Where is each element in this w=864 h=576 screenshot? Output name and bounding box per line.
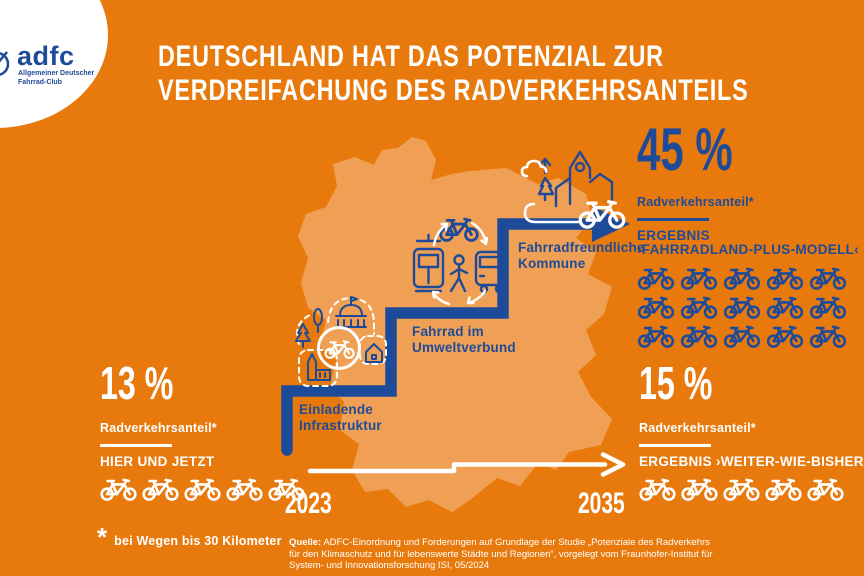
timeline-end-year: 2035 bbox=[578, 487, 625, 520]
footnote: * bei Wegen bis 30 Kilometer bbox=[97, 522, 282, 552]
bike-icon bbox=[723, 477, 760, 501]
bike-icon bbox=[184, 477, 221, 501]
bike-icon bbox=[680, 266, 718, 290]
share-value-bau: 15 % bbox=[639, 357, 713, 409]
bike-icon bbox=[324, 340, 355, 359]
share-label: Radverkehrsanteil* bbox=[100, 421, 217, 435]
divider bbox=[639, 444, 711, 447]
asterisk: * bbox=[97, 522, 108, 552]
bike-icon bbox=[637, 266, 675, 290]
bike-icon bbox=[637, 324, 675, 348]
scenario-bau-title: ERGEBNIS ›WEITER-WIE-BISHER‹ bbox=[639, 453, 864, 469]
inviting-infrastructure-icon bbox=[295, 296, 387, 387]
bike-icon bbox=[142, 477, 179, 501]
logo-org-name: Allgemeiner Deutscher Fahrrad-Club bbox=[18, 70, 95, 86]
bike-icon bbox=[809, 295, 847, 319]
divider bbox=[100, 444, 172, 447]
bike-icon bbox=[723, 295, 761, 319]
bike-icon bbox=[680, 324, 718, 348]
bike-wheel-icon bbox=[0, 51, 10, 76]
bike-icon bbox=[226, 477, 263, 501]
bike-icon bbox=[765, 477, 802, 501]
source-note: Quelle: ADFC-Einordnung und Forderungen … bbox=[289, 537, 713, 571]
share-value-now: 13 % bbox=[100, 357, 174, 409]
step-label-infrastructure: Einladende Infrastruktur bbox=[299, 402, 382, 433]
timeline-start-year: 2023 bbox=[285, 487, 332, 520]
bike-pictogram-grid bbox=[637, 266, 864, 348]
scenario-now-title: HIER UND JETZT bbox=[100, 453, 215, 469]
bike-icon bbox=[766, 266, 804, 290]
title-line-1: DEUTSCHLAND HAT DAS POTENZIAL ZUR bbox=[158, 40, 664, 73]
scenario-plus-model: 45 % Radverkehrsanteil* ERGEBNIS ›FAHRRA… bbox=[637, 116, 864, 348]
bike-icon bbox=[723, 266, 761, 290]
bike-icon bbox=[807, 477, 844, 501]
share-label: Radverkehrsanteil* bbox=[639, 421, 756, 435]
logo-brand: adfc bbox=[17, 41, 75, 71]
bike-icon bbox=[100, 477, 137, 501]
bike-friendly-community-icon bbox=[520, 150, 626, 229]
bike-pictogram-row bbox=[639, 477, 864, 501]
bike-icon bbox=[578, 200, 626, 229]
scenario-plus-title: ERGEBNIS ›FAHRRADLAND-PLUS-MODELL‹ bbox=[637, 227, 859, 257]
page-title: DEUTSCHLAND HAT DAS POTENZIAL ZUR VERDRE… bbox=[158, 40, 864, 108]
bike-icon bbox=[809, 324, 847, 348]
bike-icon bbox=[681, 477, 718, 501]
bike-icon bbox=[680, 295, 718, 319]
scenario-weiter-wie-bisher: 15 % Radverkehrsanteil* ERGEBNIS ›WEITER… bbox=[639, 357, 864, 501]
divider bbox=[637, 218, 709, 221]
bike-icon bbox=[766, 295, 804, 319]
bike-icon bbox=[766, 324, 804, 348]
step-label-umweltverbund: Fahrrad im Umweltverbund bbox=[412, 324, 516, 355]
bike-icon bbox=[809, 266, 847, 290]
bike-icon bbox=[637, 295, 675, 319]
title-line-2: VERDREIFACHUNG DES RADVERKEHRSANTEILS bbox=[158, 74, 749, 107]
scenario-now: 13 % Radverkehrsanteil* HIER UND JETZT bbox=[100, 357, 335, 501]
share-label: Radverkehrsanteil* bbox=[637, 195, 754, 209]
share-value-plus: 45 % bbox=[637, 116, 733, 183]
step-label-kommune: Fahrradfreundliche Kommune bbox=[518, 240, 645, 271]
timeline-arrow bbox=[307, 452, 626, 477]
transport-mix-icon bbox=[412, 217, 509, 306]
bike-icon bbox=[723, 324, 761, 348]
